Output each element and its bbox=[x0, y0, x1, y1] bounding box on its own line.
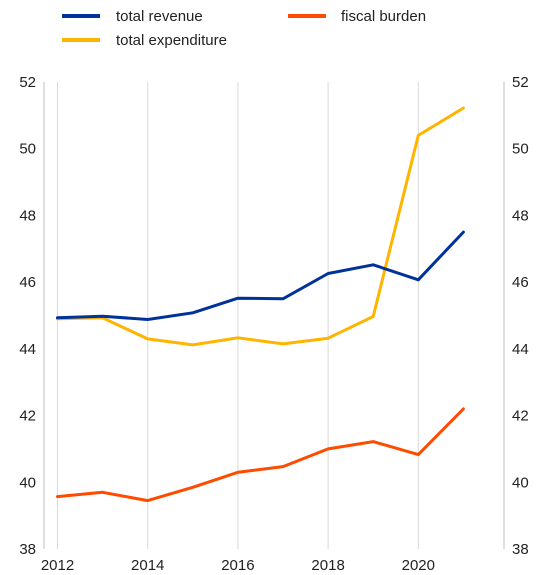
gridlines bbox=[57, 82, 419, 549]
x-tick-2014: 2014 bbox=[131, 557, 164, 574]
y-tick-right-40: 40 bbox=[512, 474, 529, 491]
y-axis-right: 38 40 42 44 46 48 50 52 bbox=[512, 74, 529, 558]
y-tick-right-48: 48 bbox=[512, 207, 529, 224]
x-tick-2016: 2016 bbox=[221, 557, 254, 574]
series-line-total-revenue bbox=[56, 230, 465, 321]
y-tick-right-42: 42 bbox=[512, 408, 529, 425]
y-tick-left-42: 42 bbox=[19, 408, 36, 425]
legend-item-total-revenue: total revenue bbox=[62, 8, 203, 25]
series-line-total-expenditure bbox=[56, 106, 465, 347]
legend: total revenue fiscal burden total expend… bbox=[62, 8, 426, 49]
x-tick-2012: 2012 bbox=[41, 557, 74, 574]
y-axis-left: 38 40 42 44 46 48 50 52 bbox=[19, 74, 36, 558]
x-tick-2018: 2018 bbox=[311, 557, 344, 574]
x-tick-2020: 2020 bbox=[402, 557, 435, 574]
y-tick-right-44: 44 bbox=[512, 341, 529, 358]
series-lines bbox=[56, 106, 465, 503]
legend-label-total-revenue: total revenue bbox=[116, 8, 203, 25]
y-tick-right-50: 50 bbox=[512, 141, 529, 158]
legend-item-total-expenditure: total expenditure bbox=[62, 32, 227, 49]
series-line-fiscal-burden bbox=[56, 407, 465, 503]
y-tick-left-44: 44 bbox=[19, 341, 36, 358]
y-tick-left-50: 50 bbox=[19, 141, 36, 158]
y-tick-left-46: 46 bbox=[19, 274, 36, 291]
y-tick-left-52: 52 bbox=[19, 74, 36, 91]
x-axis: 2012 2014 2016 2018 2020 bbox=[41, 557, 435, 574]
legend-item-fiscal-burden: fiscal burden bbox=[288, 8, 426, 25]
legend-label-fiscal-burden: fiscal burden bbox=[341, 8, 426, 25]
y-tick-left-40: 40 bbox=[19, 474, 36, 491]
y-tick-left-48: 48 bbox=[19, 207, 36, 224]
y-tick-right-38: 38 bbox=[512, 541, 529, 558]
y-tick-left-38: 38 bbox=[19, 541, 36, 558]
legend-label-total-expenditure: total expenditure bbox=[116, 32, 227, 49]
y-tick-right-52: 52 bbox=[512, 74, 529, 91]
y-tick-right-46: 46 bbox=[512, 274, 529, 291]
